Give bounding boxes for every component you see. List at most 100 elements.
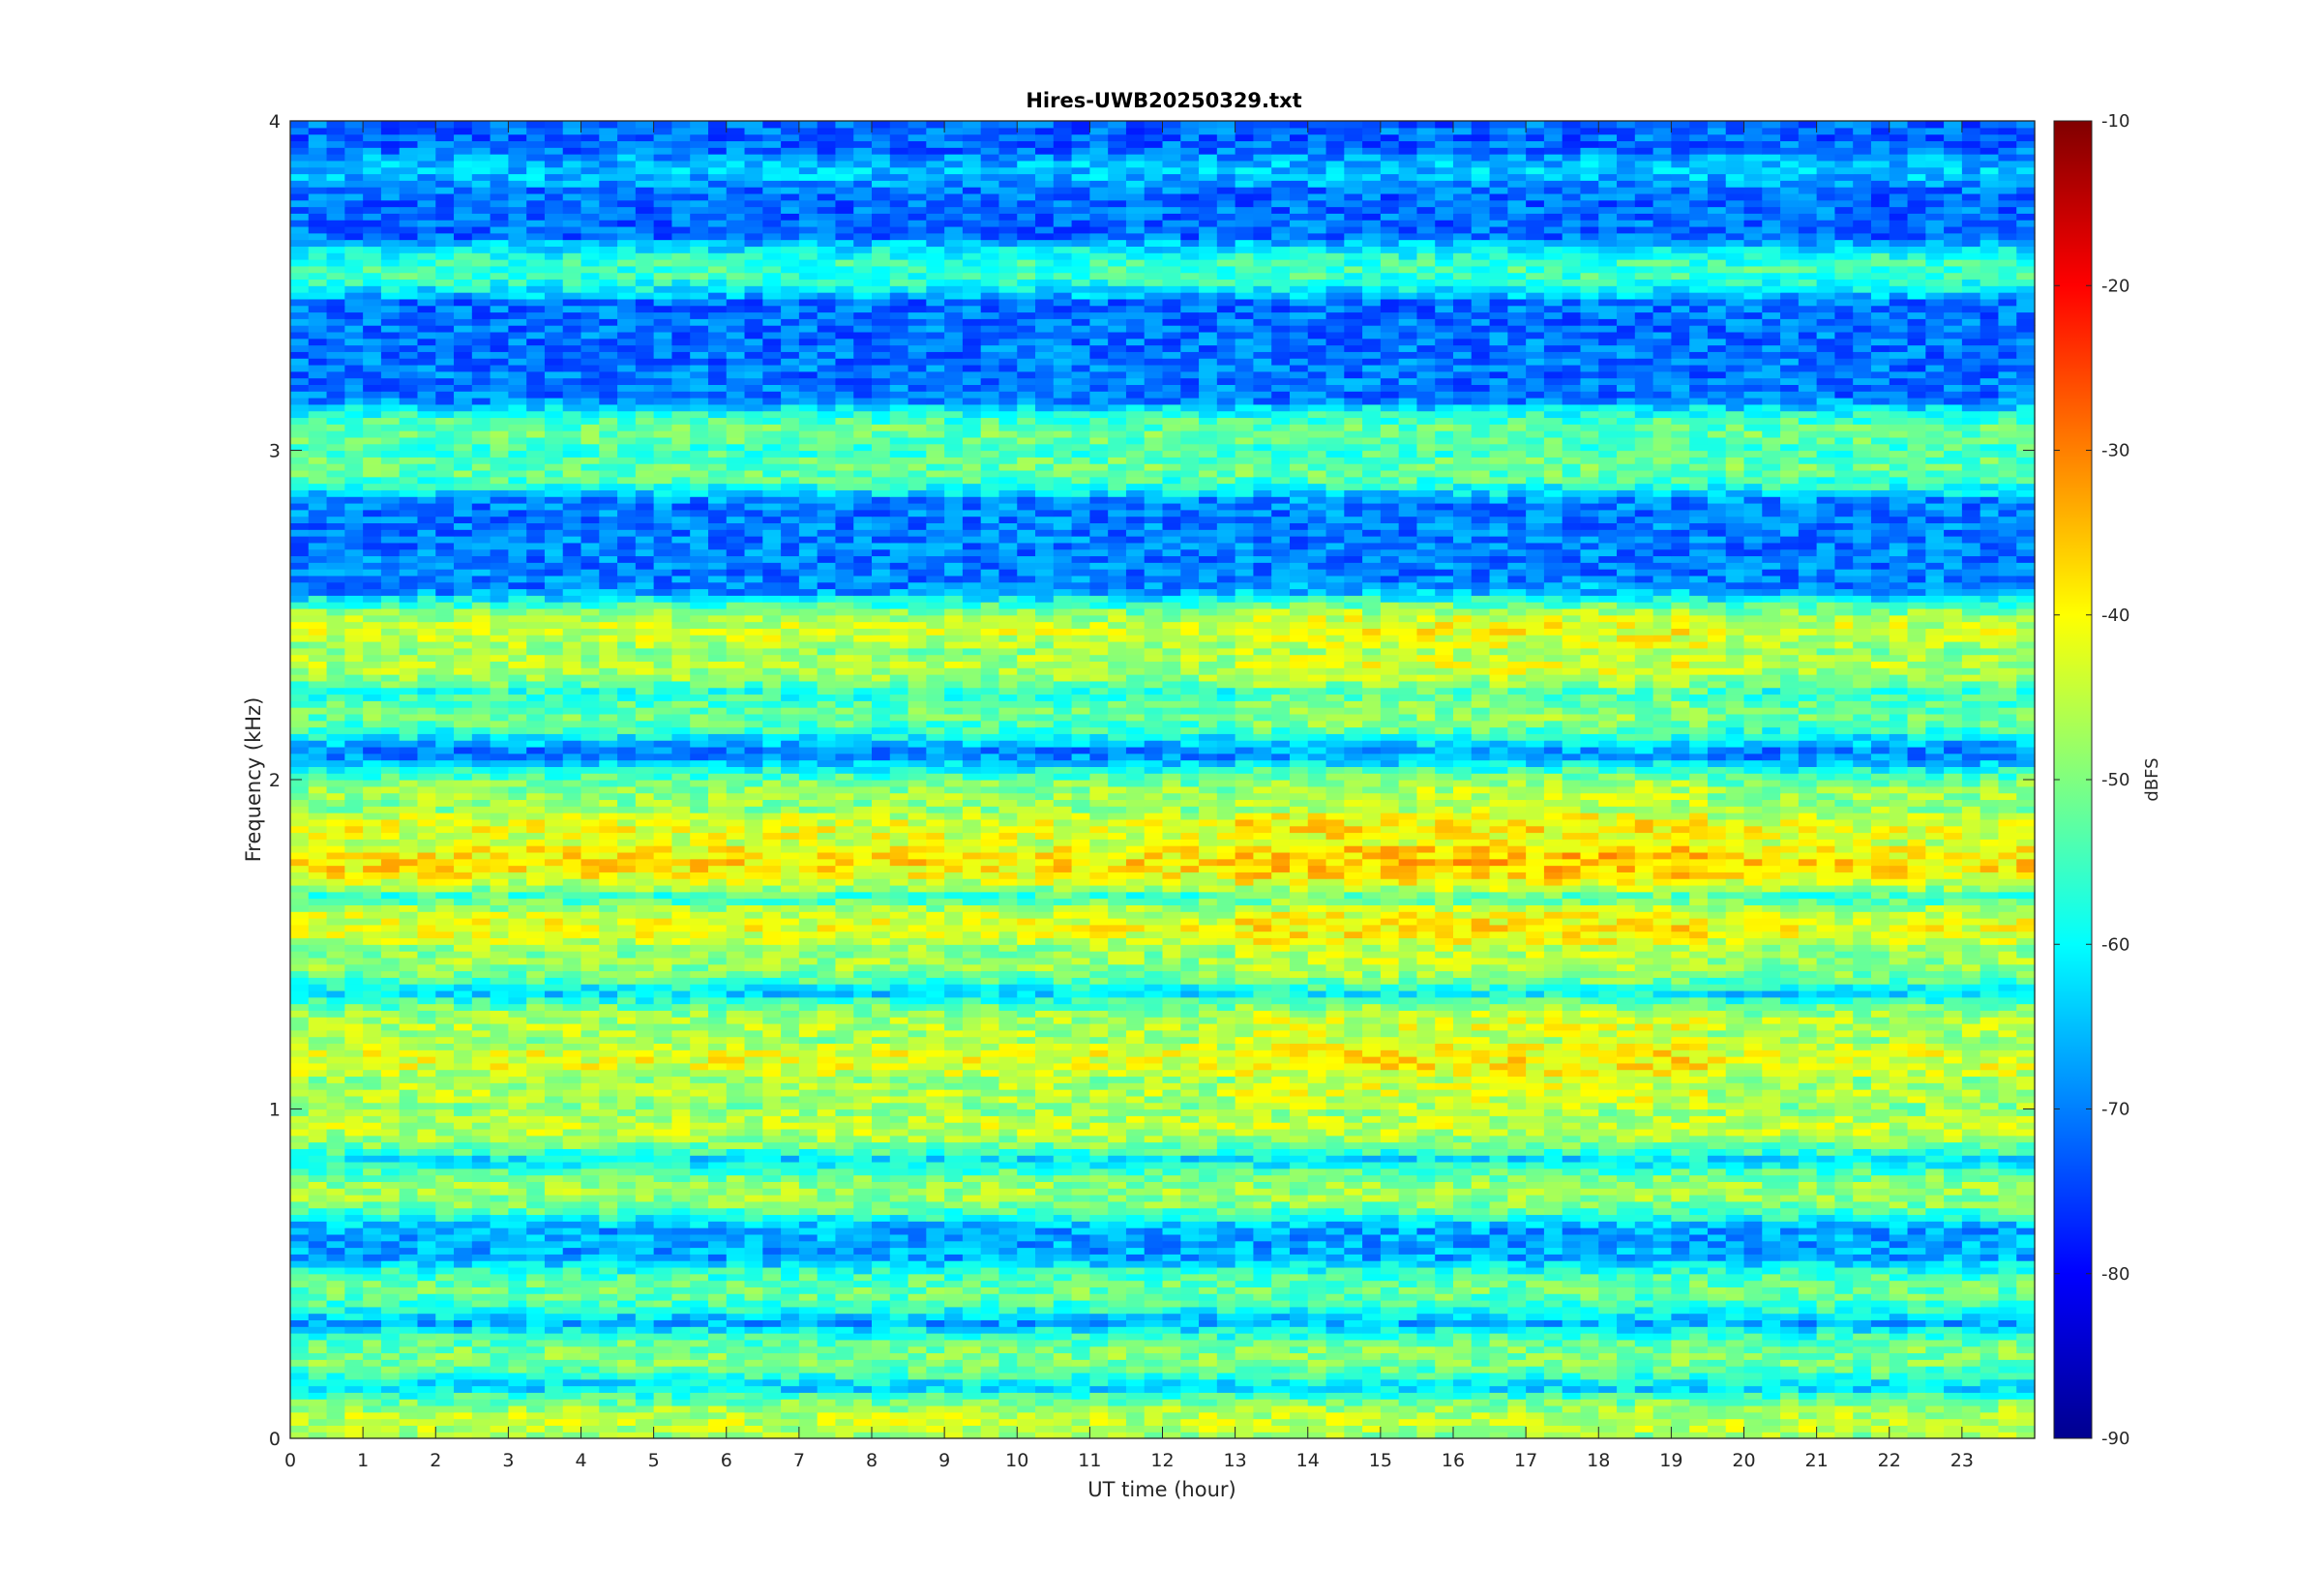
heatmap-cell — [890, 1379, 908, 1386]
heatmap-cell — [745, 1314, 763, 1320]
heatmap-cell — [1362, 1260, 1381, 1267]
heatmap-cell — [617, 1314, 636, 1320]
heatmap-cell — [1490, 1386, 1508, 1393]
heatmap-cell — [745, 1155, 763, 1162]
heatmap-cell — [1617, 1175, 1635, 1182]
heatmap-cell — [908, 1392, 927, 1399]
heatmap-cell — [1890, 1103, 1908, 1109]
heatmap-cell — [1853, 1293, 1871, 1300]
heatmap-cell — [1054, 1175, 1072, 1182]
heatmap-cell — [1180, 1386, 1199, 1393]
heatmap-cell — [781, 1399, 799, 1405]
heatmap-cell — [1054, 1195, 1072, 1201]
heatmap-cell — [963, 1175, 981, 1182]
heatmap-cell — [545, 1386, 563, 1393]
heatmap-cell — [1126, 1208, 1145, 1215]
heatmap-cell — [1853, 1162, 1871, 1168]
heatmap-cell — [835, 1260, 853, 1267]
heatmap-cell — [1235, 1208, 1254, 1215]
heatmap-cell — [1998, 1162, 2016, 1168]
heatmap-cell — [1089, 1314, 1108, 1320]
heatmap-cell — [1834, 1227, 1853, 1234]
heatmap-cell — [1126, 1333, 1145, 1340]
heatmap-cell — [435, 1142, 454, 1149]
heatmap-cell — [472, 1168, 491, 1175]
heatmap-cell — [926, 1115, 944, 1122]
heatmap-cell — [1344, 1281, 1362, 1287]
heatmap-cell — [1580, 1096, 1598, 1103]
heatmap-cell — [327, 1326, 345, 1333]
heatmap-cell — [1362, 1274, 1381, 1281]
heatmap-cell — [1416, 1293, 1435, 1300]
heatmap-cell — [1708, 1340, 1726, 1346]
heatmap-cell — [908, 1319, 927, 1326]
heatmap-cell — [963, 1181, 981, 1188]
heatmap-cell — [526, 1346, 545, 1353]
heatmap-cell — [799, 1300, 818, 1307]
heatmap-cell — [1326, 1386, 1345, 1393]
heatmap-cell — [1290, 1181, 1308, 1188]
heatmap-cell — [1290, 1136, 1308, 1142]
heatmap-cell — [1472, 1286, 1490, 1293]
heatmap-cell — [762, 1241, 781, 1248]
heatmap-cell — [1871, 1286, 1890, 1293]
heatmap-cell — [908, 1227, 927, 1234]
heatmap-cell — [1998, 1307, 2016, 1314]
heatmap-cell — [1308, 1260, 1326, 1267]
heatmap-cell — [762, 1162, 781, 1168]
heatmap-cell — [671, 1286, 690, 1293]
heatmap-cell — [1962, 1425, 1980, 1432]
heatmap-cell — [2016, 1260, 2035, 1267]
heatmap-cell — [1472, 1221, 1490, 1227]
heatmap-cell — [309, 1319, 327, 1326]
heatmap-cell — [1998, 1260, 2016, 1267]
heatmap-cell — [1235, 1359, 1254, 1366]
heatmap-cell — [1490, 1248, 1508, 1255]
heatmap-cell — [1199, 1352, 1217, 1359]
heatmap-cell — [1145, 1227, 1163, 1234]
heatmap-cell — [1799, 1300, 1817, 1307]
heatmap-cell — [799, 1260, 818, 1267]
heatmap-cell — [545, 1115, 563, 1122]
heatmap-cell — [890, 1188, 908, 1195]
heatmap-cell — [1708, 1142, 1726, 1149]
heatmap-cell — [617, 1260, 636, 1267]
heatmap-cell — [454, 1319, 472, 1326]
heatmap-cell — [781, 1155, 799, 1162]
heatmap-cell — [1563, 1267, 1581, 1274]
heatmap-cell — [1925, 1227, 1944, 1234]
heatmap-cell — [545, 1122, 563, 1129]
heatmap-cell — [1526, 1281, 1544, 1287]
heatmap-cell — [1453, 1103, 1472, 1109]
heatmap-cell — [762, 1122, 781, 1129]
heatmap-cell — [1908, 1326, 1926, 1333]
heatmap-cell — [1598, 1314, 1617, 1320]
heatmap-cell — [1653, 1122, 1672, 1129]
heatmap-cell — [363, 1241, 381, 1248]
heatmap-cell — [472, 1319, 491, 1326]
heatmap-cell — [1490, 1366, 1508, 1373]
heatmap-cell — [1271, 1227, 1290, 1234]
heatmap-cell — [1435, 1314, 1453, 1320]
heatmap-cell — [799, 1115, 818, 1122]
heatmap-cell — [581, 1281, 600, 1287]
heatmap-cell — [981, 1366, 999, 1373]
heatmap-cell — [1271, 1254, 1290, 1260]
heatmap-cell — [1435, 1399, 1453, 1405]
heatmap-cell — [1580, 1386, 1598, 1393]
heatmap-cell — [1908, 1142, 1926, 1149]
heatmap-cell — [327, 1254, 345, 1260]
heatmap-cell — [1617, 1129, 1635, 1136]
heatmap-cell — [1362, 1405, 1381, 1412]
heatmap-cell — [1199, 1326, 1217, 1333]
heatmap-cell — [1126, 1346, 1145, 1353]
heatmap-cell — [998, 1425, 1017, 1432]
heatmap-cell — [745, 1286, 763, 1293]
heatmap-cell — [1072, 1307, 1090, 1314]
heatmap-cell — [1653, 1366, 1672, 1373]
heatmap-cell — [309, 1234, 327, 1241]
heatmap-cell — [654, 1319, 672, 1326]
heatmap-cell — [835, 1340, 853, 1346]
heatmap-cell — [1526, 1214, 1544, 1221]
heatmap-cell — [1344, 1425, 1362, 1432]
